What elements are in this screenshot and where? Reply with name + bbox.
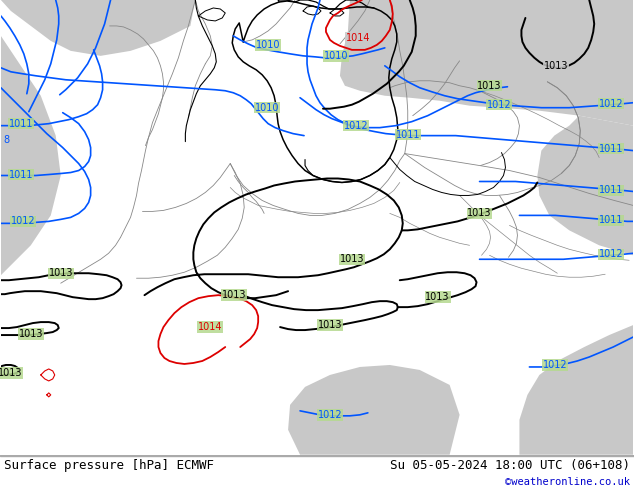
Text: 1013: 1013	[467, 208, 492, 219]
Text: 1013: 1013	[340, 254, 364, 264]
Polygon shape	[340, 0, 633, 125]
Text: 1011: 1011	[598, 185, 623, 196]
Text: 1012: 1012	[543, 360, 567, 370]
Text: 1013: 1013	[544, 61, 569, 71]
Text: ©weatheronline.co.uk: ©weatheronline.co.uk	[505, 477, 630, 487]
Text: 1010: 1010	[255, 103, 280, 113]
Text: 1012: 1012	[318, 410, 342, 420]
Text: Surface pressure [hPa] ECMWF: Surface pressure [hPa] ECMWF	[4, 459, 214, 472]
Text: 1013: 1013	[0, 368, 22, 378]
Polygon shape	[538, 116, 633, 255]
Polygon shape	[288, 365, 460, 455]
Text: 1010: 1010	[256, 40, 280, 50]
Bar	[0, 455, 634, 456]
Text: 1011: 1011	[598, 144, 623, 153]
Text: 1011: 1011	[9, 170, 34, 179]
Polygon shape	[1, 0, 61, 275]
Text: 1013: 1013	[48, 268, 73, 278]
Text: 1011: 1011	[598, 216, 623, 225]
Text: 8: 8	[3, 135, 9, 145]
Text: 1013: 1013	[477, 81, 501, 91]
Text: 1012: 1012	[487, 99, 512, 110]
Text: 1014: 1014	[346, 33, 370, 43]
Polygon shape	[519, 325, 633, 455]
Text: 1013: 1013	[425, 292, 450, 302]
Polygon shape	[1, 0, 195, 56]
Text: 1010: 1010	[324, 51, 348, 61]
Text: 1013: 1013	[318, 320, 342, 330]
Text: 1011: 1011	[9, 119, 34, 129]
Text: Su 05-05-2024 18:00 UTC (06+108): Su 05-05-2024 18:00 UTC (06+108)	[390, 459, 630, 472]
Text: 1013: 1013	[18, 329, 43, 339]
Text: 1012: 1012	[598, 249, 623, 259]
Text: 1014: 1014	[198, 322, 223, 332]
Text: 1011: 1011	[396, 130, 420, 140]
Text: 1012: 1012	[344, 121, 368, 131]
Text: 1012: 1012	[598, 98, 623, 109]
Text: 1012: 1012	[11, 217, 36, 226]
Text: 1013: 1013	[222, 290, 247, 300]
